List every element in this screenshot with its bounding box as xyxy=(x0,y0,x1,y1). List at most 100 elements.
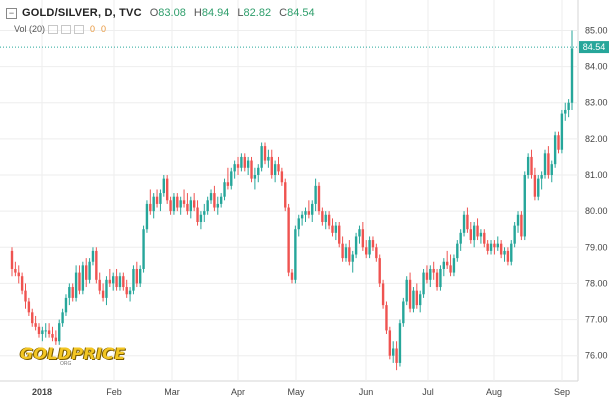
candle-body xyxy=(462,214,466,233)
ohlc-values: O83.08 H84.94 L82.82 C84.54 xyxy=(150,7,320,19)
candle-body xyxy=(358,229,361,237)
candle-body xyxy=(209,193,213,201)
candle xyxy=(226,167,230,190)
candle-body xyxy=(31,312,34,324)
candle-body xyxy=(165,178,169,201)
candle-body xyxy=(196,207,199,222)
candle-body xyxy=(388,330,392,356)
open-label: O xyxy=(149,7,159,19)
candle xyxy=(246,156,250,176)
candle-body xyxy=(74,272,78,298)
candle-body xyxy=(17,272,20,277)
candle xyxy=(51,326,54,342)
candle-body xyxy=(250,160,253,179)
candle-body xyxy=(115,276,118,288)
candle-body xyxy=(341,243,344,259)
candle xyxy=(20,272,24,295)
candle xyxy=(412,287,415,313)
candle-body xyxy=(186,203,189,212)
candle-body xyxy=(483,232,486,244)
candle xyxy=(317,182,321,215)
eye-icon[interactable] xyxy=(48,24,59,34)
candle xyxy=(503,247,506,262)
candle-body xyxy=(415,290,419,306)
time-axis: 2018 Feb Mar Apr May Jun Jul Aug Sep xyxy=(32,387,570,397)
candle xyxy=(311,200,314,222)
candle xyxy=(371,236,375,251)
candle-body xyxy=(547,153,550,176)
candle-body xyxy=(317,185,321,212)
candle-body xyxy=(510,243,513,262)
candle-body xyxy=(290,272,294,280)
collapse-toggle-icon[interactable]: − xyxy=(6,7,17,19)
candle xyxy=(354,232,358,259)
candle xyxy=(236,156,240,176)
candle xyxy=(203,203,206,222)
candle xyxy=(358,225,361,244)
candle xyxy=(105,276,108,306)
candle xyxy=(486,240,489,255)
candle xyxy=(155,189,159,208)
candle-body xyxy=(223,182,226,197)
candle xyxy=(523,171,526,241)
candle-body xyxy=(334,225,338,233)
candle xyxy=(307,200,311,219)
candle-body xyxy=(263,146,267,161)
candle xyxy=(456,240,459,262)
candle-body xyxy=(230,171,233,186)
candle-body xyxy=(206,200,209,212)
candle xyxy=(469,221,472,244)
candle xyxy=(321,207,324,226)
candle xyxy=(213,185,216,212)
candle xyxy=(543,149,547,179)
candle xyxy=(78,265,81,295)
candle-body xyxy=(78,272,81,291)
x-tick-label: Jul xyxy=(422,387,434,397)
candle xyxy=(115,268,118,291)
candle xyxy=(510,240,513,266)
candle xyxy=(462,211,466,237)
candle-body xyxy=(506,250,510,262)
candle-body xyxy=(216,203,219,208)
candle xyxy=(445,250,449,269)
candle xyxy=(149,189,152,215)
candle xyxy=(98,272,101,295)
candle-body xyxy=(155,196,159,204)
candle-body xyxy=(253,175,257,179)
candle-body xyxy=(368,240,371,255)
chart-legend: − GOLD/SILVER, D, TVC O83.08 H84.94 L82.… xyxy=(6,5,320,21)
candle xyxy=(159,189,162,212)
candle xyxy=(381,279,385,309)
candle-body xyxy=(128,290,132,295)
candle xyxy=(54,330,58,345)
candle-body xyxy=(162,178,166,194)
candle-body xyxy=(466,214,469,230)
candle xyxy=(250,156,253,183)
settings-icon[interactable] xyxy=(61,24,72,34)
candle xyxy=(277,156,280,176)
candle xyxy=(81,261,85,295)
candle-body xyxy=(58,323,61,342)
candle xyxy=(533,167,537,201)
candle xyxy=(459,229,462,251)
candle-body xyxy=(314,185,317,204)
candle xyxy=(348,240,351,266)
close-icon[interactable] xyxy=(74,24,85,34)
candle xyxy=(422,268,425,298)
high-label: H xyxy=(193,7,202,19)
candle-body xyxy=(496,243,499,248)
candle xyxy=(14,261,17,277)
candle-body xyxy=(95,250,98,280)
candle xyxy=(564,102,567,121)
candle-body xyxy=(442,261,446,269)
volume-value-1: 0 xyxy=(90,24,96,34)
candle xyxy=(199,211,203,230)
candle-body xyxy=(513,225,516,244)
candle-body xyxy=(459,232,462,244)
candle-body xyxy=(64,297,68,313)
logo-subtext: ORG xyxy=(60,361,72,367)
candle xyxy=(513,221,516,248)
candle xyxy=(435,268,439,291)
candle-body xyxy=(523,175,526,237)
